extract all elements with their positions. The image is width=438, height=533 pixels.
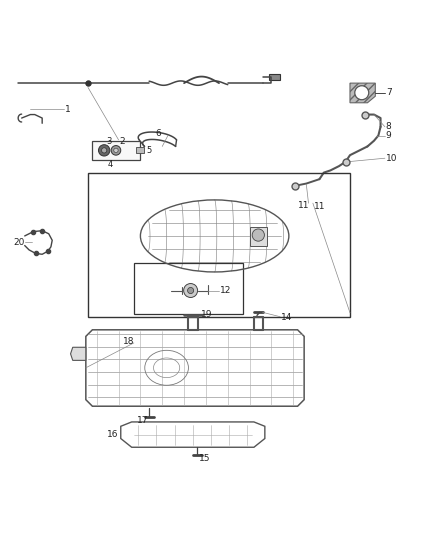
Text: 14: 14	[281, 313, 293, 322]
Circle shape	[355, 86, 369, 100]
Bar	[250, 227, 267, 246]
Polygon shape	[350, 83, 375, 103]
Circle shape	[184, 284, 198, 297]
Text: 15: 15	[199, 454, 211, 463]
Circle shape	[99, 144, 110, 156]
Text: 17: 17	[137, 416, 148, 425]
Text: 16: 16	[107, 430, 119, 439]
Text: 1: 1	[65, 105, 71, 114]
Bar	[269, 74, 280, 79]
Text: 10: 10	[386, 154, 397, 163]
Circle shape	[111, 146, 121, 155]
Text: 18: 18	[123, 337, 134, 346]
Text: 9: 9	[386, 131, 392, 140]
Text: 20: 20	[14, 238, 25, 247]
Polygon shape	[71, 348, 86, 360]
Text: 8: 8	[386, 122, 392, 131]
Bar	[134, 263, 243, 313]
Circle shape	[114, 148, 118, 152]
Text: 11: 11	[297, 201, 309, 210]
Circle shape	[187, 287, 194, 294]
Text: 4: 4	[108, 159, 113, 168]
Text: 11: 11	[314, 202, 326, 211]
Text: 3: 3	[106, 136, 112, 146]
Text: 12: 12	[220, 286, 231, 295]
Bar	[136, 147, 144, 153]
Bar	[88, 173, 350, 317]
Text: 7: 7	[386, 88, 392, 97]
Circle shape	[252, 229, 265, 241]
Text: 19: 19	[201, 310, 212, 319]
Bar	[92, 141, 141, 159]
Text: 6: 6	[156, 129, 162, 138]
Text: 2: 2	[120, 136, 125, 146]
Text: 5: 5	[147, 146, 152, 155]
Circle shape	[102, 148, 107, 153]
